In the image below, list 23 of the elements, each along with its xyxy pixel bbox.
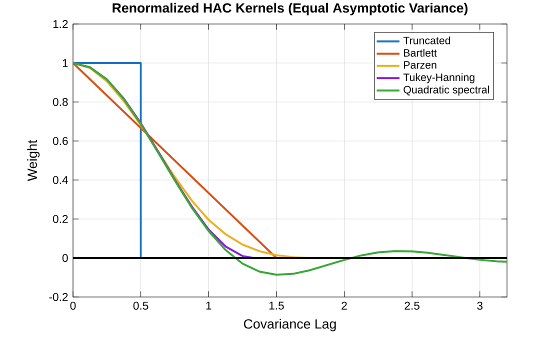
y-tick-label: 1.2 (53, 20, 68, 28)
x-tick-label: 2.5 (404, 302, 420, 310)
chart-title: Renormalized HAC Kernels (Equal Asymptotic Variance) (112, 2, 468, 16)
x-axis-title: Covariance Lag (244, 318, 336, 332)
legend-label: Parzen (404, 61, 436, 69)
legend-label: Quadratic spectral (404, 86, 489, 96)
x-tick-label: 3 (477, 302, 483, 310)
y-tick-label: -0.2 (49, 292, 68, 302)
y-tick-label: 0.8 (52, 98, 68, 106)
y-tick-label: 0 (62, 254, 68, 262)
y-axis-title: Weight (27, 140, 40, 182)
y-tick-label: 0.2 (52, 215, 68, 224)
legend-label: Truncated (403, 36, 450, 44)
x-tick-label: 1 (206, 302, 212, 310)
x-tick-label: 2 (342, 302, 347, 310)
y-tick-label: 1 (62, 59, 68, 67)
y-tick-label: 0.4 (52, 176, 68, 184)
x-tick-label: 0.5 (133, 302, 148, 310)
legend-label: Tukey-Hanning (403, 73, 474, 84)
x-tick-label: 0 (70, 302, 76, 310)
y-tick-label: 0.6 (52, 137, 68, 146)
x-tick-label: 1.5 (269, 302, 284, 310)
legend-label: Bartlett (404, 48, 437, 57)
